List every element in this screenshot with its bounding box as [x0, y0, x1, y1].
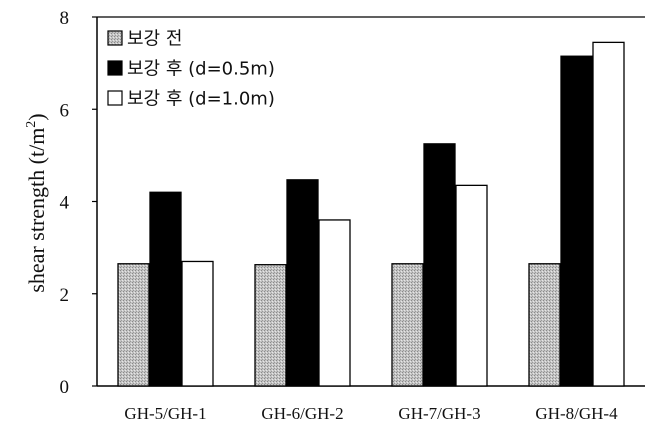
- bar-after-reinforcement-d0-5: [423, 143, 456, 387]
- bar-after-reinforcement-d0-5: [560, 55, 593, 387]
- x-category-label: GH-8/GH-4: [535, 404, 618, 423]
- y-axis-label-end: ): [24, 113, 49, 120]
- y-axis-label-main: shear strength (t/m: [24, 128, 49, 293]
- bar-after-reinforcement-d1-0: [318, 219, 351, 387]
- y-tick-label: 4: [60, 193, 70, 214]
- x-category-label: GH-7/GH-3: [398, 404, 480, 423]
- x-category-label: GH-6/GH-2: [261, 404, 343, 423]
- bar-after-reinforcement-d1-0: [455, 184, 488, 387]
- y-axis-label: shear strength (t/m2): [24, 113, 49, 292]
- y-tick-label: 8: [60, 8, 70, 29]
- legend-swatch: [107, 90, 123, 106]
- x-category-label: GH-5/GH-1: [124, 404, 206, 423]
- legend-swatch: [107, 30, 123, 46]
- legend-label: 보강 후 (d=0.5m): [127, 59, 275, 80]
- bar-after-reinforcement-d1-0: [592, 41, 625, 387]
- bar-before-reinforcement: [391, 263, 424, 387]
- y-axis-ticks: 0 2 4 6 8: [60, 8, 97, 398]
- x-axis-categories: GH-5/GH-1 GH-6/GH-2 GH-7/GH-3 GH-8/GH-4: [124, 404, 618, 423]
- legend: 보강 전보강 후 (d=0.5m) 보강 후 (d=1.0m): [107, 29, 275, 110]
- bar-after-reinforcement-d0-5: [149, 191, 182, 387]
- y-tick-label: 2: [60, 285, 70, 306]
- bar-before-reinforcement: [528, 263, 561, 387]
- plot-area: [96, 16, 645, 387]
- bar-after-reinforcement-d0-5: [286, 179, 319, 387]
- y-axis-label-superscript: 2: [24, 121, 39, 128]
- bar-before-reinforcement: [254, 264, 287, 387]
- y-tick-label: 6: [60, 100, 70, 121]
- bar-after-reinforcement-d1-0: [181, 260, 214, 387]
- y-tick-label: 0: [60, 377, 70, 398]
- legend-label: 보강 전: [127, 29, 182, 50]
- legend-label: 보강 후 (d=1.0m): [127, 89, 275, 110]
- legend-swatch: [107, 60, 123, 76]
- bar-before-reinforcement: [117, 263, 150, 387]
